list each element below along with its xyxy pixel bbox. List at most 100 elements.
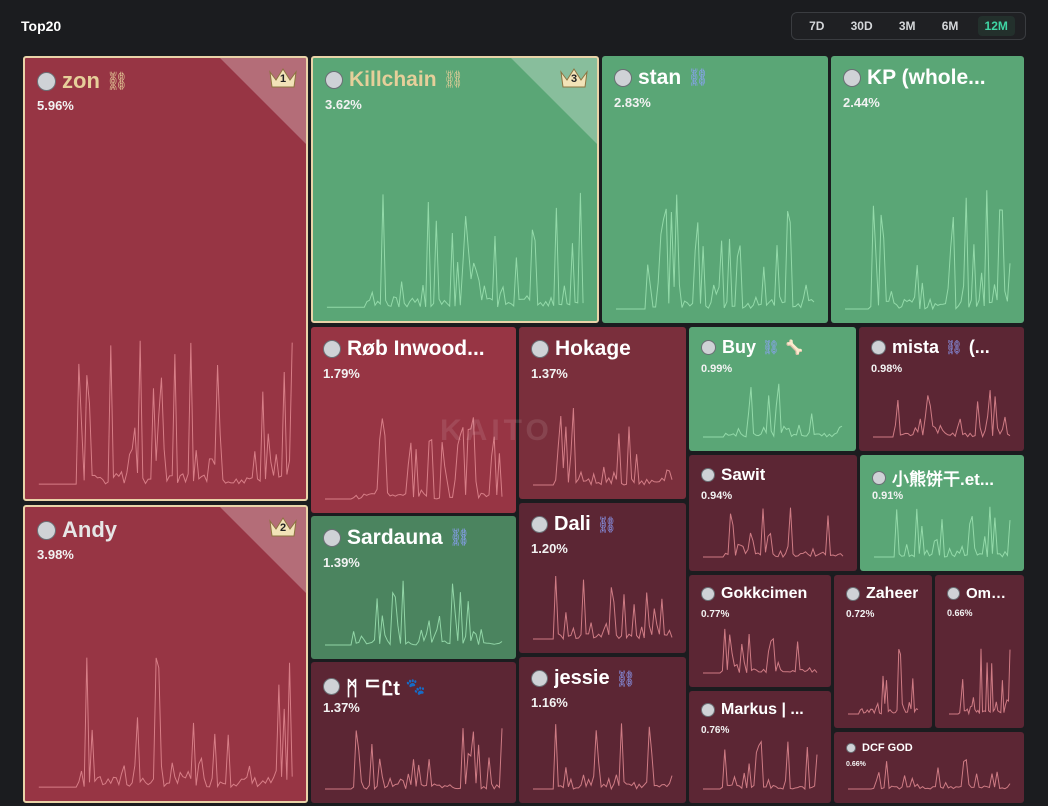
chain-link-icon: ⛓ [945, 339, 963, 355]
tile-zon[interactable]: 1 zon ⛓ 5.96% [23, 56, 308, 501]
mindshare-percent: 0.76% [701, 725, 730, 736]
tile-andy[interactable]: 2 Andy 3.98% [23, 505, 308, 803]
user-name: Andy [62, 517, 117, 542]
tile-gokkcimen[interactable]: Gokkcimen 0.77% [689, 575, 831, 687]
period-3m-button[interactable]: 3M [898, 19, 916, 33]
user-name: Røb Inwood... [347, 337, 485, 360]
tile-dcf-god[interactable]: DCF GOD 0.66% [834, 732, 1024, 803]
period-6m-button[interactable]: 6M [941, 19, 959, 33]
user-name: mista [892, 337, 940, 357]
tile-header: KP (whole... [843, 66, 1014, 90]
rank-corner [220, 58, 306, 144]
avatar [701, 703, 715, 717]
period-30d-button[interactable]: 30D [850, 19, 873, 33]
chain-link-icon: ⛓ [615, 670, 636, 688]
mindshare-percent: 1.20% [531, 541, 568, 556]
crown-icon: 2 [268, 515, 298, 539]
tile-header: Killchain ⛓ [325, 68, 587, 92]
mindshare-percent: 0.94% [701, 490, 733, 502]
tile-markus[interactable]: Markus | ... 0.76% [689, 691, 831, 803]
mindshare-percent: 1.37% [323, 700, 360, 715]
chain-link-icon: ⛓ [762, 339, 780, 355]
rank-number: 3 [570, 73, 578, 85]
user-name: Gokkcimen [721, 585, 808, 602]
avatar [37, 71, 56, 91]
paw-icon: 🐾 [405, 678, 426, 696]
mindshare-percent: 1.37% [531, 366, 568, 381]
tile-header: mista ⛓ (... [871, 337, 1014, 358]
tile-header: ᛗ ᄃᏝt 🐾 [323, 672, 506, 701]
user-name-suffix: (... [968, 337, 990, 357]
avatar [871, 340, 886, 355]
rank-number: 2 [279, 522, 287, 534]
user-name: Hokage [555, 337, 631, 360]
tile-hokage[interactable]: Hokage 1.37% [519, 327, 686, 499]
mindshare-percent: 3.98% [37, 547, 74, 562]
avatar [323, 678, 340, 695]
tile-header: Sardauna ⛓ [323, 526, 506, 550]
tile-jessie[interactable]: jessie ⛓ 1.16% [519, 657, 686, 803]
tile-header: 小熊饼干.et... [872, 465, 1014, 490]
mindshare-percent: 0.66% [846, 761, 866, 768]
tile-header: jessie ⛓ [531, 667, 676, 690]
user-name: ᛗ ᄃᏝt [346, 678, 400, 700]
tile-header: Røb Inwood... [323, 337, 506, 361]
user-name: stan [638, 66, 682, 89]
avatar [947, 587, 960, 600]
mindshare-percent: 0.72% [846, 609, 875, 620]
page-title: Top20 [21, 18, 62, 34]
tile-killchain[interactable]: 3 Killchain ⛓ 3.62% [311, 56, 599, 323]
avatar [846, 587, 860, 601]
period-12m-button[interactable]: 12M [977, 16, 1015, 36]
tile-sardauna[interactable]: Sardauna ⛓ 1.39% [311, 516, 516, 659]
mindshare-percent: 0.98% [871, 363, 903, 375]
tile-header: DCF GOD [846, 742, 1014, 754]
tile-kp-whole[interactable]: KP (whole... 2.44% [831, 56, 1024, 323]
tile-header: Buy ⛓ 🦴 [701, 337, 846, 358]
bone-icon: 🦴 [785, 339, 804, 355]
tile-r-b-inwood[interactable]: Røb Inwood... 1.79% [311, 327, 516, 513]
tile-omni[interactable]: Omni... 0.66% [935, 575, 1024, 728]
mindshare-percent: 2.83% [614, 95, 651, 110]
mindshare-percent: 0.77% [701, 609, 730, 620]
tile-buy[interactable]: Buy ⛓ 🦴 0.99% [689, 327, 856, 451]
mindshare-percent: 3.62% [325, 97, 362, 112]
tile-et[interactable]: 小熊饼干.et... 0.91% [860, 455, 1024, 571]
mindshare-percent: 0.91% [872, 490, 904, 502]
mindshare-percent: 0.99% [701, 363, 733, 375]
avatar [531, 340, 549, 358]
tile-header: stan ⛓ [614, 66, 818, 90]
tile-zaheer[interactable]: Zaheer 0.72% [834, 575, 932, 728]
rank-number: 1 [279, 73, 287, 85]
mindshare-percent: 1.39% [323, 555, 360, 570]
user-name: jessie [554, 667, 610, 689]
period-7d-button[interactable]: 7D [809, 19, 825, 33]
period-selector: 7D 30D 3M 6M 12M [791, 12, 1026, 40]
tile-stan[interactable]: stan ⛓ 2.83% [602, 56, 828, 323]
user-name: zon [62, 68, 100, 93]
avatar [531, 670, 548, 687]
tile-header: Zaheer [846, 585, 922, 603]
user-name: Sawit [721, 465, 766, 484]
tile-t[interactable]: ᛗ ᄃᏝt 🐾 1.37% [311, 662, 516, 803]
chain-link-icon: ⛓ [687, 68, 709, 87]
mindshare-percent: 2.44% [843, 95, 880, 110]
user-name: KP (whole... [867, 66, 986, 89]
tile-dali[interactable]: Dali ⛓ 1.20% [519, 503, 686, 653]
chain-link-icon: ⛓ [105, 70, 129, 91]
rank-corner [220, 507, 306, 593]
tile-header: Dali ⛓ [531, 513, 676, 536]
avatar [843, 69, 861, 87]
avatar [701, 340, 716, 355]
user-name: Dali [554, 513, 591, 535]
tile-header: Omni... [947, 585, 1014, 602]
avatar [872, 470, 886, 485]
avatar [701, 468, 715, 482]
tile-header: Andy [37, 517, 296, 543]
avatar [323, 529, 341, 547]
user-name: Sardauna [347, 526, 443, 549]
tile-sawit[interactable]: Sawit 0.94% [689, 455, 857, 571]
user-name: 小熊饼干.et... [892, 470, 995, 489]
tile-mista[interactable]: mista ⛓ (... 0.98% [859, 327, 1024, 451]
